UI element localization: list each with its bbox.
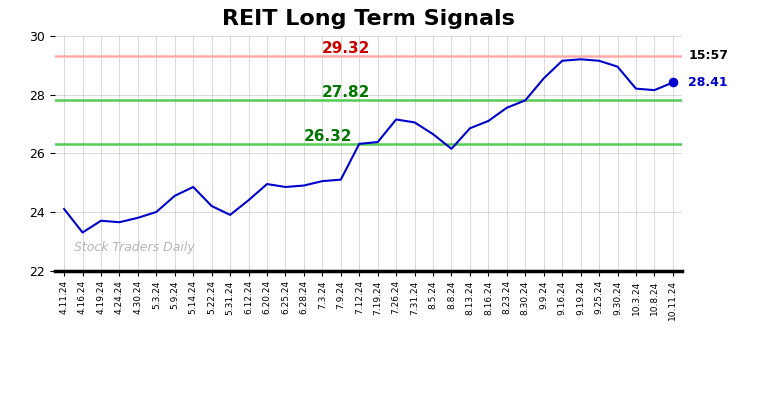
Text: 28.41: 28.41 xyxy=(688,76,728,89)
Title: REIT Long Term Signals: REIT Long Term Signals xyxy=(222,9,515,29)
Text: 15:57: 15:57 xyxy=(688,49,728,62)
Text: 27.82: 27.82 xyxy=(322,85,371,100)
Text: 26.32: 26.32 xyxy=(303,129,352,144)
Point xyxy=(666,79,679,86)
Text: 29.32: 29.32 xyxy=(322,41,371,56)
Text: Stock Traders Daily: Stock Traders Daily xyxy=(74,241,194,254)
